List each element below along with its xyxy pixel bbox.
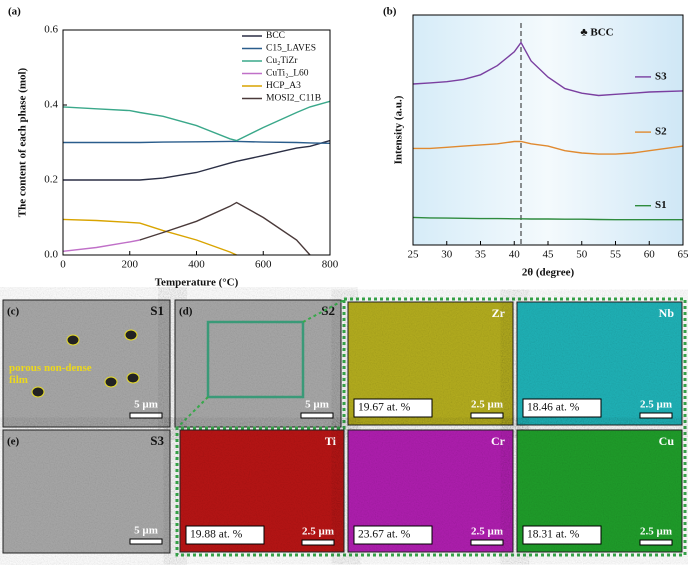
- sample-label: S3: [150, 433, 164, 448]
- legend-label: BCC: [266, 31, 285, 41]
- selected-area: [206, 320, 305, 399]
- sample-label: S1: [150, 303, 164, 318]
- x-tick-label: 25: [408, 249, 420, 261]
- series-line: [62, 239, 140, 252]
- zoom-line: [176, 396, 209, 429]
- series-line: [413, 140, 684, 155]
- legend-label: C15_LAVES: [266, 44, 316, 54]
- content-box: [353, 525, 433, 545]
- pore: [31, 386, 45, 398]
- element-label: Zr: [492, 306, 506, 320]
- series-line: [412, 41, 684, 97]
- legend-label: MOSI2_C11B: [266, 94, 321, 104]
- panel-label: (b): [383, 6, 397, 18]
- annotation: porous non-dense film: [9, 362, 92, 386]
- plot-frame: [412, 14, 684, 246]
- x-axis-label: Temperature (°C): [155, 277, 239, 289]
- x-tick-label: 55: [610, 249, 622, 261]
- x-tick-label: 40: [509, 249, 521, 261]
- x-tick-label: 30: [441, 249, 453, 261]
- scale-label: 2.5 µm: [471, 399, 503, 411]
- series-line: [412, 216, 683, 221]
- x-tick-label: 65: [678, 249, 688, 261]
- texture: [3, 430, 170, 553]
- sample-label: S2: [321, 303, 335, 318]
- annotation: ♣ BCC: [580, 27, 613, 39]
- scale-bar: [300, 412, 334, 419]
- scale-label: 5 µm: [134, 399, 158, 411]
- scale-bar: [129, 538, 163, 545]
- y-tick-label: 0.6: [44, 24, 58, 36]
- scale-label: 2.5 µm: [302, 526, 334, 538]
- pore: [124, 329, 138, 341]
- x-tick-label: 50: [576, 249, 588, 261]
- scale-label: 2.5 µm: [640, 399, 672, 411]
- scale-bar: [470, 539, 504, 546]
- content-label: 19.67 at. %: [358, 402, 411, 414]
- zoom-line: [302, 299, 345, 323]
- panel-label: (a): [8, 6, 21, 18]
- y-tick-label: 0.4: [44, 99, 58, 111]
- legend-label: Cu₂TiZr: [266, 56, 298, 66]
- x-tick-label: 35: [475, 249, 487, 261]
- pore: [104, 376, 118, 388]
- y-axis-label: Intensity (a.u.): [393, 95, 405, 164]
- series-line: [63, 139, 331, 181]
- content-box: [185, 525, 265, 545]
- scale-bar: [129, 412, 163, 419]
- series-label: S1: [655, 199, 667, 211]
- y-axis-label: The content of each phase (mol): [17, 67, 29, 217]
- content-box: [353, 398, 433, 418]
- series-line: [139, 201, 311, 256]
- scale-label: 5 µm: [134, 525, 158, 537]
- scale-label: 2.5 µm: [471, 526, 503, 538]
- map-group-border: [175, 297, 687, 557]
- y-tick-label: 0.2: [44, 174, 58, 186]
- x-tick-label: 800: [322, 259, 339, 271]
- pore: [126, 372, 140, 384]
- y-tick-label: 0.0: [44, 249, 58, 261]
- panel-label: (c): [7, 306, 20, 318]
- series-label: S3: [655, 70, 667, 82]
- element-label: Nb: [659, 306, 675, 320]
- panel-label: (e): [7, 436, 20, 448]
- plot-frame: [62, 29, 331, 256]
- series-line: [62, 218, 237, 256]
- annotation-box: porous non-dense film: [9, 362, 92, 386]
- content-box: [522, 525, 602, 545]
- plot-area: [413, 15, 683, 245]
- x-tick-label: 400: [188, 259, 205, 271]
- element-label: Cu: [659, 434, 675, 448]
- x-tick-label: 60: [644, 249, 656, 261]
- scale-bar: [301, 539, 335, 546]
- element-label: Cr: [491, 434, 506, 448]
- series-line: [62, 100, 331, 142]
- content-box: [522, 398, 602, 418]
- legend-label: CuTi₂_L60: [266, 69, 309, 79]
- series-label: S2: [655, 126, 667, 138]
- content-label: 19.88 at. %: [190, 529, 243, 541]
- scale-bar: [639, 412, 673, 419]
- series-line: [63, 140, 331, 144]
- scale-bar: [639, 539, 673, 546]
- scale-bar: [470, 412, 504, 419]
- x-tick-label: 600: [255, 259, 272, 271]
- content-label: 23.67 at. %: [358, 529, 411, 541]
- content-label: 18.46 at. %: [527, 402, 580, 414]
- panel-label: (d): [179, 306, 193, 318]
- x-axis-label: 2θ (degree): [522, 267, 575, 279]
- scale-label: 5 µm: [305, 399, 329, 411]
- x-tick-label: 45: [543, 249, 555, 261]
- legend-label: HCP_A3: [266, 81, 301, 91]
- content-label: 18.31 at. %: [527, 529, 580, 541]
- element-label: Ti: [325, 434, 337, 448]
- x-tick-label: 0: [60, 259, 66, 271]
- pore: [66, 334, 80, 346]
- texture: [3, 300, 170, 427]
- scale-label: 2.5 µm: [640, 526, 672, 538]
- x-tick-label: 200: [122, 259, 139, 271]
